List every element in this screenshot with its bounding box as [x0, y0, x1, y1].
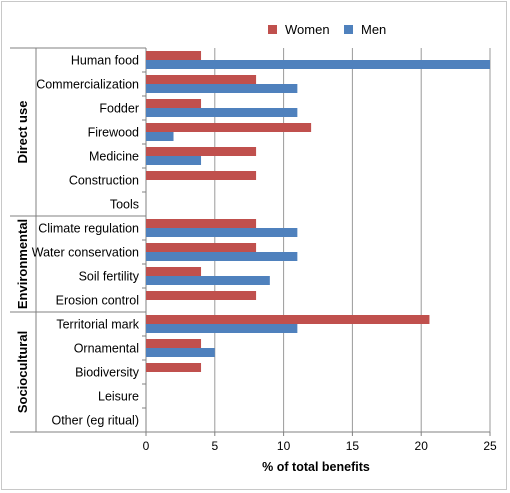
category-label-water-conservation: Water conservation [32, 246, 139, 260]
group-dividers [10, 47, 146, 433]
x-tick-label-0: 0 [143, 439, 150, 453]
bar-men-territorial-mark [146, 324, 298, 333]
category-label-climate-regulation: Climate regulation [38, 222, 139, 236]
category-label-biodiversity: Biodiversity [75, 366, 140, 380]
category-label-medicine: Medicine [89, 150, 139, 164]
category-label-ornamental: Ornamental [74, 342, 139, 356]
bar-women-biodiversity [146, 363, 202, 372]
bar-women-territorial-mark [146, 315, 430, 324]
bar-women-human-food [146, 51, 202, 60]
legend-label-men: Men [361, 22, 386, 37]
bars [146, 51, 490, 372]
x-tick-label-20: 20 [415, 439, 429, 453]
bar-men-ornamental [146, 348, 215, 357]
category-label-firewood: Firewood [88, 126, 139, 140]
bar-women-water-conservation [146, 243, 257, 252]
bar-men-human-food [146, 60, 490, 69]
group-label-environmental: Environmental [15, 219, 30, 309]
bar-men-climate-regulation [146, 228, 298, 237]
bar-women-ornamental [146, 339, 202, 348]
bar-women-soil-fertility [146, 267, 202, 276]
bar-men-soil-fertility [146, 276, 270, 285]
category-label-erosion-control: Erosion control [56, 294, 139, 308]
category-label-other-eg-ritual: Other (eg ritual) [51, 414, 139, 428]
bar-men-commercialization [146, 84, 298, 93]
bar-men-medicine [146, 156, 202, 165]
x-tick-labels: 0 5 10 15 20 25 [143, 439, 497, 453]
bar-women-medicine [146, 147, 257, 156]
bar-women-climate-regulation [146, 219, 257, 228]
group-label-sociocultural: Sociocultural [15, 331, 30, 413]
category-label-commercialization: Commercialization [36, 78, 139, 92]
bar-women-erosion-control [146, 291, 257, 300]
group-label-direct-use: Direct use [15, 101, 30, 164]
x-axis-title: % of total benefits [262, 460, 370, 474]
legend-label-women: Women [285, 22, 330, 37]
category-label-human-food: Human food [71, 54, 139, 68]
category-label-construction: Construction [69, 174, 139, 188]
bar-men-water-conservation [146, 252, 298, 261]
bar-women-firewood [146, 123, 312, 132]
bar-women-construction [146, 171, 257, 180]
x-tick-label-10: 10 [277, 439, 291, 453]
bar-men-fodder [146, 108, 298, 117]
x-tick-label-5: 5 [211, 439, 218, 453]
category-label-soil-fertility: Soil fertility [79, 270, 140, 284]
group-labels: Direct use Environmental Sociocultural [15, 101, 30, 414]
legend: Women Men [268, 22, 386, 37]
bar-women-commercialization [146, 75, 257, 84]
legend-swatch-women [268, 25, 277, 34]
category-label-territorial-mark: Territorial mark [56, 318, 139, 332]
category-labels: Human food Commercialization Fodder Firewoo… [32, 54, 140, 428]
category-label-tools: Tools [110, 198, 139, 212]
legend-swatch-men [344, 25, 353, 34]
bar-men-firewood [146, 132, 174, 141]
x-tick-label-15: 15 [346, 439, 360, 453]
x-tick-label-25: 25 [483, 439, 497, 453]
bar-women-fodder [146, 99, 202, 108]
category-label-fodder: Fodder [99, 102, 139, 116]
category-label-leisure: Leisure [98, 390, 139, 404]
